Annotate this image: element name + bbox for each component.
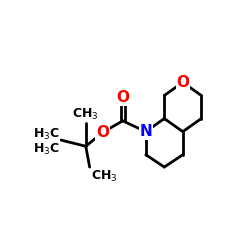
Text: CH$_3$: CH$_3$ xyxy=(72,106,99,122)
Text: O: O xyxy=(176,75,189,90)
Text: N: N xyxy=(140,124,152,139)
Text: O: O xyxy=(96,125,109,140)
Text: CH$_3$: CH$_3$ xyxy=(91,168,118,184)
Text: H$_3$C: H$_3$C xyxy=(33,126,60,142)
Text: O: O xyxy=(116,90,129,105)
Text: H$_3$C: H$_3$C xyxy=(33,142,60,157)
